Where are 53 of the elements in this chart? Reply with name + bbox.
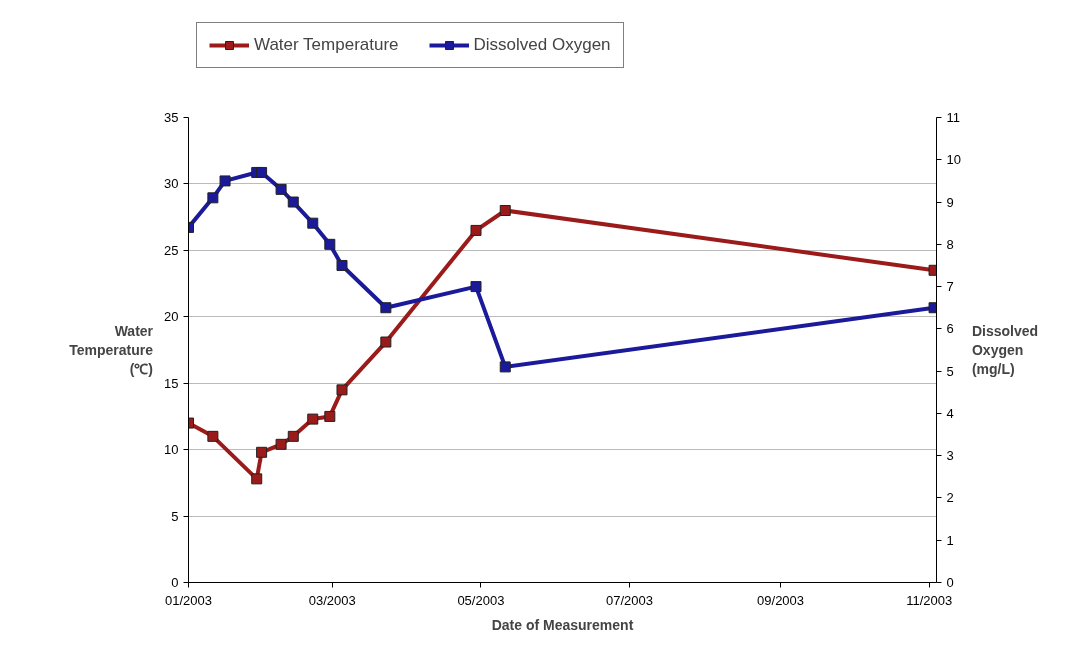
- x-tick-label: 09/2003: [757, 592, 805, 608]
- point: [307, 217, 319, 229]
- y2-tick-label: 8: [946, 236, 954, 252]
- x-tick-label: 03/2003: [308, 592, 356, 608]
- point: [219, 175, 231, 187]
- point: [324, 238, 336, 250]
- y-tick-label: 30: [164, 176, 179, 192]
- y2-tick-label: 0: [946, 575, 954, 590]
- y2-tick-label: 9: [946, 194, 954, 210]
- y2-tick-label: 11: [946, 110, 960, 125]
- y2-tick-label: 7: [946, 279, 954, 295]
- point: [256, 446, 268, 458]
- y-tick-label: 15: [164, 375, 179, 391]
- point: [336, 384, 348, 396]
- x-tick-label: 07/2003: [606, 592, 654, 608]
- y-tick-label: 0: [171, 575, 179, 590]
- point: [256, 166, 268, 178]
- y-axis-title: Water Temperature (℃): [69, 322, 154, 378]
- point: [470, 224, 482, 236]
- x-tick-label: 11/2003: [906, 592, 953, 608]
- y2-tick-label: 1: [946, 532, 954, 548]
- y2-tick-label: 4: [946, 405, 954, 421]
- y2-axis-title: Dissolved Oxygen (mg/L): [971, 322, 1039, 378]
- point: [336, 259, 348, 271]
- point: [287, 430, 299, 442]
- y2-tick-label: 6: [946, 321, 954, 337]
- x-tick-label: 05/2003: [457, 592, 505, 608]
- point: [470, 281, 482, 293]
- point: [287, 196, 299, 208]
- legend-label: Dissolved Oxygen: [473, 35, 611, 55]
- y-tick-label: 20: [164, 309, 179, 325]
- point: [207, 192, 219, 204]
- x-axis-title: Date of Measurement: [491, 616, 634, 633]
- y-tick-label: 10: [164, 442, 179, 458]
- y-tick-label: 5: [171, 508, 179, 524]
- y-tick-label: 25: [164, 242, 179, 258]
- y2-tick-label: 3: [946, 448, 954, 464]
- point: [307, 413, 319, 425]
- point: [324, 410, 336, 422]
- point: [275, 438, 287, 450]
- y-tick-label: 35: [164, 110, 179, 125]
- point: [251, 473, 263, 485]
- point: [380, 302, 392, 314]
- point: [380, 336, 392, 348]
- legend-label: Water Temperature: [254, 35, 399, 55]
- y2-tick-label: 10: [946, 152, 961, 168]
- y2-tick-label: 2: [946, 490, 954, 506]
- x-tick-label: 01/2003: [165, 592, 212, 608]
- point: [499, 361, 511, 373]
- point: [275, 183, 287, 195]
- point: [207, 430, 219, 442]
- y2-tick-label: 5: [946, 363, 954, 379]
- point: [499, 205, 511, 216]
